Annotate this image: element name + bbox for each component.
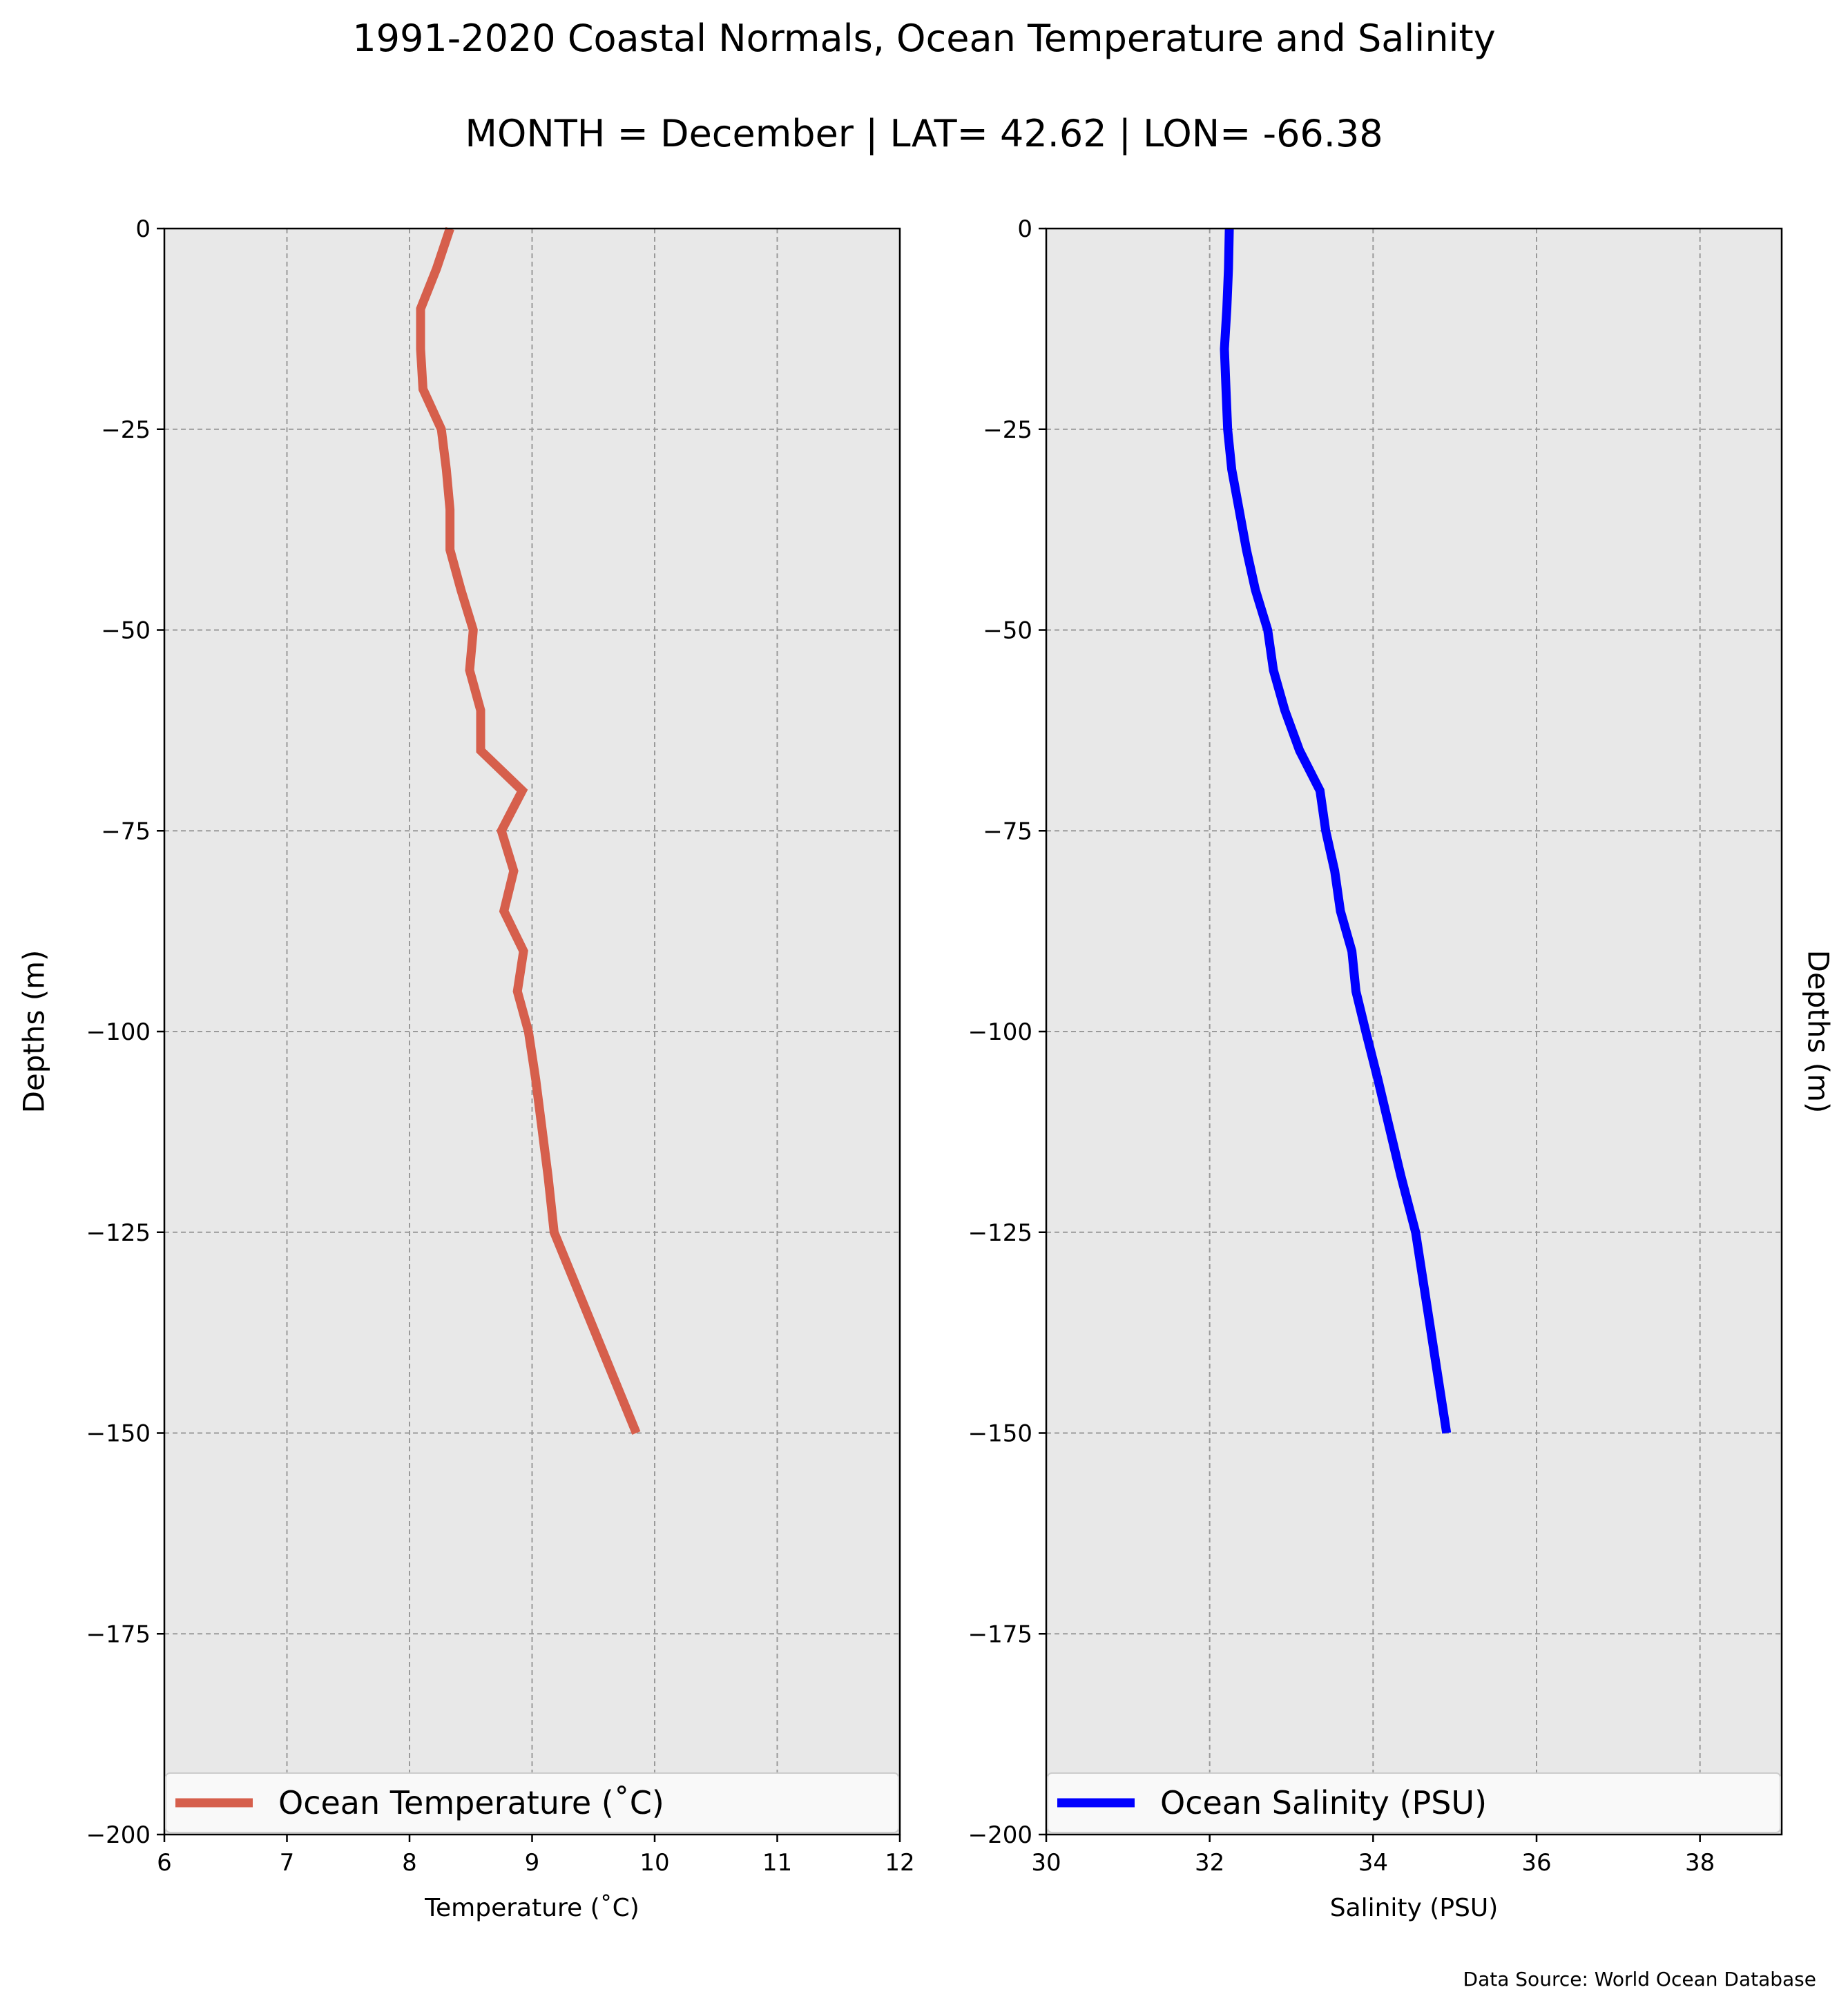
y-tick-label: −25: [101, 416, 151, 444]
y-tick-label: −50: [983, 617, 1032, 645]
y-tick-label: −50: [101, 617, 151, 645]
y-tick-label: −200: [968, 1821, 1032, 1849]
series-line: [416, 226, 641, 1435]
y-tick-label: −125: [86, 1219, 151, 1247]
legend: Ocean Salinity (PSU): [1047, 1772, 1781, 1833]
x-tick-label: 9: [525, 1849, 540, 1877]
y-axis-label: Depths (m): [1802, 950, 1836, 1114]
y-tick-label: −175: [968, 1620, 1032, 1648]
x-tick-label: 7: [280, 1849, 295, 1877]
x-tick-label: 36: [1521, 1849, 1551, 1877]
x-tick-label: 12: [885, 1849, 914, 1877]
y-tick-label: −150: [968, 1420, 1032, 1448]
x-tick-label: 30: [1031, 1849, 1061, 1877]
legend-label: Ocean Temperature (˚C): [278, 1784, 664, 1821]
panel-temperature: 6 7 8 9 10 11 12 0 −25 −50 −75 −100 −125 −150 −175 −200…: [17, 215, 915, 1922]
x-axis-label: Salinity (PSU): [1330, 1894, 1499, 1922]
legend: Ocean Temperature (˚C): [165, 1772, 899, 1833]
legend-box: [1047, 1772, 1781, 1833]
y-tick-label: −75: [101, 817, 151, 845]
figure-title: 1991-2020 Coastal Normals, Ocean Tempera…: [352, 17, 1495, 60]
y-tick-label: −200: [86, 1821, 151, 1849]
x-tick-label: 38: [1685, 1849, 1715, 1877]
legend-label: Ocean Salinity (PSU): [1160, 1784, 1487, 1821]
data-source-note: Data Source: World Ocean Database: [1463, 1968, 1816, 1991]
y-tick-label: −150: [86, 1420, 151, 1448]
figure-subtitle: MONTH = December | LAT= 42.62 | LON= -66…: [465, 112, 1383, 155]
x-tick-label: 11: [762, 1849, 792, 1877]
x-tick-label: 32: [1195, 1849, 1224, 1877]
x-tick-label: 34: [1358, 1849, 1388, 1877]
y-tick-label: −175: [86, 1620, 151, 1648]
x-tick-label: 8: [402, 1849, 417, 1877]
y-tick-label: −100: [86, 1018, 151, 1046]
y-tick-label: −100: [968, 1018, 1032, 1046]
y-axis-label: Depths (m): [17, 950, 51, 1114]
series-line: [1220, 228, 1452, 1434]
y-tick-label: −75: [983, 817, 1032, 845]
y-tick-label: −125: [968, 1219, 1032, 1247]
panels: 6 7 8 9 10 11 12 0 −25 −50 −75 −100 −125 −150 −175 −200…: [17, 215, 1836, 1922]
panel-salinity: 30 32 34 36 38 0 −25 −50 −75 −100 −125 −150 −175 −200…: [968, 215, 1836, 1922]
legend-box: [165, 1772, 899, 1833]
y-tick-label: 0: [1017, 215, 1032, 243]
y-tick-label: 0: [135, 215, 151, 243]
x-tick-label: 6: [157, 1849, 172, 1877]
x-axis-label: Temperature (˚C): [424, 1894, 639, 1922]
y-tick-label: −25: [983, 416, 1032, 444]
x-tick-label: 10: [639, 1849, 669, 1877]
